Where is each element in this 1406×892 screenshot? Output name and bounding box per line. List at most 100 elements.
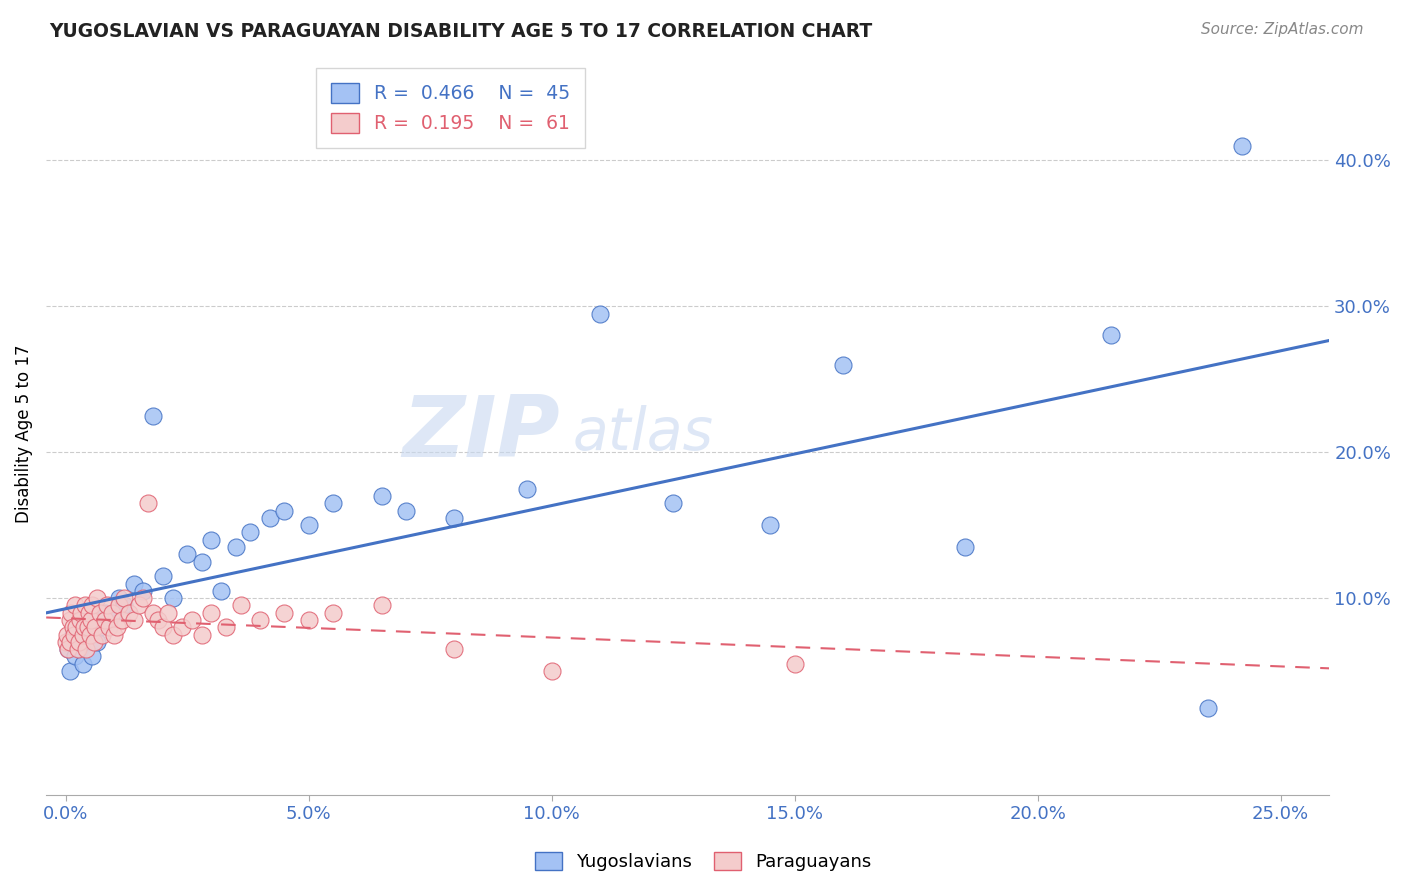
Point (118, 606, 141, 620)
Point (209, 583, 232, 598)
Point (69, 642, 91, 657)
Point (83, 613, 105, 627)
Point (89, 620, 111, 634)
Point (75, 635, 97, 649)
Point (225, 540, 247, 554)
Point (273, 606, 295, 620)
Point (77, 606, 100, 620)
Y-axis label: Disability Age 5 to 17: Disability Age 5 to 17 (15, 344, 32, 524)
Point (136, 496, 159, 510)
Point (370, 599, 392, 613)
Point (156, 606, 179, 620)
Point (66, 642, 89, 657)
Point (98, 620, 121, 634)
Point (56, 642, 79, 657)
Point (759, 518, 782, 533)
Point (152, 569, 174, 583)
Text: Source: ZipAtlas.com: Source: ZipAtlas.com (1201, 22, 1364, 37)
Point (58, 613, 80, 627)
Point (443, 511, 465, 525)
Point (72, 657, 94, 671)
Point (146, 613, 169, 627)
Point (200, 533, 222, 547)
Point (176, 547, 198, 561)
Point (443, 642, 465, 657)
Point (86, 635, 108, 649)
Legend: Yugoslavians, Paraguayans: Yugoslavians, Paraguayans (527, 845, 879, 879)
Point (783, 657, 806, 671)
Point (67, 635, 90, 649)
Point (298, 613, 321, 627)
Point (56, 642, 79, 657)
Point (273, 503, 295, 517)
Point (91, 627, 114, 641)
Point (83, 620, 105, 634)
Point (65, 620, 87, 634)
Point (55, 635, 77, 649)
Point (540, 664, 562, 678)
Point (322, 496, 344, 510)
Point (200, 606, 222, 620)
Point (70, 606, 93, 620)
Point (832, 358, 855, 372)
Point (298, 518, 321, 533)
Point (132, 591, 155, 606)
Point (662, 496, 685, 510)
Text: YUGOSLAVIAN VS PARAGUAYAN DISABILITY AGE 5 TO 17 CORRELATION CHART: YUGOSLAVIAN VS PARAGUAYAN DISABILITY AGE… (49, 22, 873, 41)
Point (181, 613, 204, 627)
Point (1197, 700, 1219, 714)
Point (516, 482, 538, 496)
Point (162, 591, 184, 606)
Point (108, 591, 131, 606)
Point (172, 620, 194, 634)
Point (75, 642, 97, 657)
Point (96, 599, 118, 613)
Point (108, 599, 131, 613)
Text: atlas: atlas (572, 406, 713, 462)
Point (73, 620, 96, 634)
Point (122, 613, 145, 627)
Point (370, 489, 392, 503)
Point (62, 620, 84, 634)
Point (953, 540, 976, 554)
Point (239, 525, 262, 540)
Point (93, 613, 115, 627)
Point (112, 599, 135, 613)
Point (128, 599, 150, 613)
Point (79, 627, 101, 641)
Point (103, 606, 125, 620)
Point (229, 599, 252, 613)
Point (86, 591, 108, 606)
Point (190, 627, 212, 641)
Point (142, 409, 165, 423)
Point (66, 620, 89, 634)
Point (82, 599, 104, 613)
Point (152, 620, 174, 634)
Point (59, 635, 82, 649)
Point (132, 583, 155, 598)
Point (322, 606, 344, 620)
Point (79, 627, 101, 641)
Point (105, 620, 128, 634)
Point (65, 649, 87, 664)
Point (69, 613, 91, 627)
Point (103, 627, 125, 641)
Point (63, 627, 86, 641)
Point (80, 613, 103, 627)
Point (190, 555, 212, 569)
Point (62, 627, 84, 641)
Legend: R =  0.466    N =  45, R =  0.195    N =  61: R = 0.466 N = 45, R = 0.195 N = 61 (316, 68, 585, 148)
Point (1230, 138, 1253, 153)
Point (55, 627, 77, 641)
Point (215, 620, 238, 634)
Point (83, 635, 105, 649)
Point (259, 511, 281, 525)
Point (162, 627, 184, 641)
Point (82, 649, 104, 664)
Text: ZIP: ZIP (402, 392, 560, 475)
Point (101, 606, 124, 620)
Point (122, 576, 145, 591)
Point (589, 307, 612, 321)
Point (112, 591, 135, 606)
Point (72, 627, 94, 641)
